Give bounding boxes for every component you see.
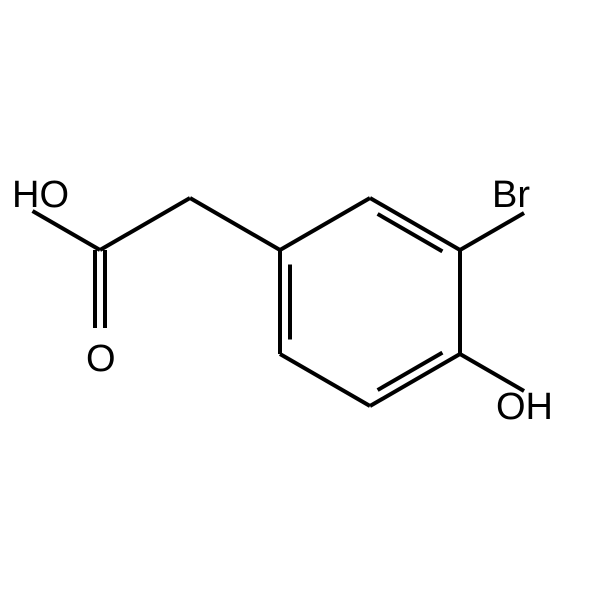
molecule-diagram: HO O Br OH (0, 0, 600, 600)
bond-layer (0, 0, 600, 600)
label-phenol-oh: OH (496, 388, 553, 426)
label-carbonyl-o: O (86, 340, 116, 378)
label-carboxyl-oh: HO (12, 176, 69, 214)
label-bromine: Br (492, 176, 530, 214)
